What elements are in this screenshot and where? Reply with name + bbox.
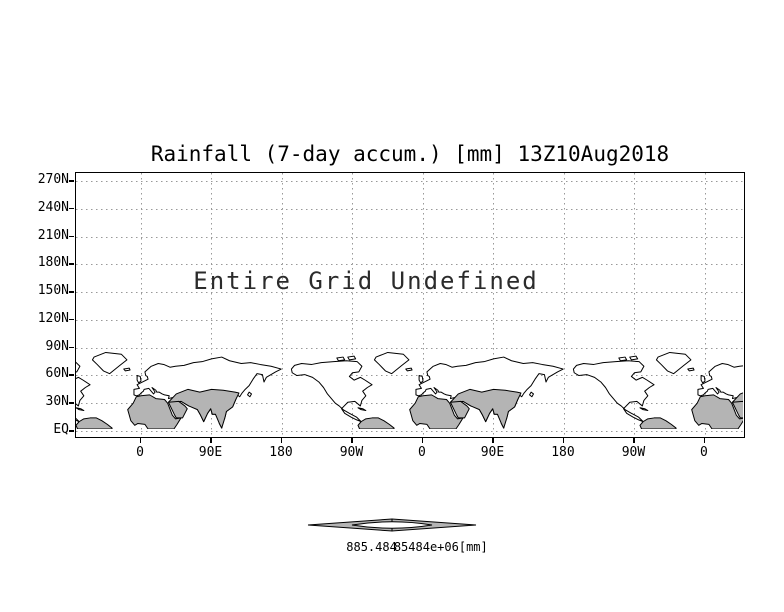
horizontal-gridline	[76, 292, 744, 294]
world-map-copy	[687, 351, 743, 429]
x-tick-label: 90W	[621, 445, 646, 460]
y-tick-mark	[69, 235, 74, 238]
x-tick-mark	[210, 438, 212, 443]
y-tick-mark	[69, 346, 74, 349]
vertical-gridline	[281, 173, 283, 437]
vertical-gridline	[634, 173, 636, 437]
undefined-grid-annotation: Entire Grid Undefined	[193, 267, 539, 295]
colorbar-right-label: 85484e+06	[393, 540, 459, 554]
horizontal-gridline	[76, 431, 744, 432]
horizontal-gridline	[76, 208, 744, 210]
y-tick-mark	[69, 207, 74, 210]
chart-title: Rainfall (7-day accum.) [mm] 13Z10Aug201…	[150, 142, 670, 166]
x-tick-mark	[139, 438, 142, 443]
x-tick-label: 90E	[198, 445, 223, 460]
y-tick-label: 180N	[37, 255, 69, 271]
x-tick-mark	[492, 438, 494, 443]
y-tick-mark	[69, 263, 74, 265]
horizontal-gridline	[76, 403, 744, 405]
vertical-gridline	[211, 173, 213, 437]
x-tick-label: 0	[700, 445, 708, 460]
colorbar	[307, 518, 477, 532]
y-tick-mark	[69, 374, 74, 376]
y-tick-mark	[69, 430, 74, 432]
y-tick-mark	[69, 318, 74, 321]
x-tick-label: 0	[418, 445, 426, 460]
plot-area: Entire Grid Undefined	[75, 172, 745, 438]
x-tick-mark	[280, 438, 283, 443]
x-tick-label: 0	[136, 445, 144, 460]
y-tick-label: 240N	[37, 199, 69, 215]
world-map-copy	[405, 351, 692, 429]
x-tick-mark	[421, 438, 424, 443]
colorbar-labels: 885.484 85484e+06 [mm]	[346, 540, 488, 554]
horizontal-gridline	[76, 236, 744, 238]
horizontal-gridline	[76, 181, 744, 182]
colorbar-unit-label: [mm]	[458, 540, 488, 554]
world-map-copy	[76, 351, 128, 429]
vertical-gridline	[140, 173, 142, 437]
x-tick-label: 180	[269, 445, 293, 460]
horizontal-gridline	[76, 319, 744, 321]
y-tick-mark	[69, 402, 74, 404]
horizontal-gridline	[76, 347, 744, 349]
y-tick-label: EQ	[53, 422, 69, 437]
colorbar-left-label: 885.484	[346, 540, 397, 554]
y-tick-mark	[69, 291, 74, 293]
world-map	[76, 351, 743, 429]
y-tick-label: 210N	[37, 227, 69, 243]
y-tick-label: 150N	[37, 283, 69, 299]
y-tick-label: 120N	[37, 310, 69, 326]
y-tick-label: 270N	[37, 172, 69, 187]
y-tick-label: 90N	[45, 338, 69, 354]
y-tick-label: 30N	[45, 394, 69, 410]
y-tick-label: 60N	[45, 366, 69, 382]
x-tick-label: 180	[551, 445, 575, 460]
x-tick-label: 90E	[480, 445, 505, 460]
world-map-copy	[123, 351, 410, 429]
colorbar-center-lens	[351, 521, 433, 529]
x-tick-mark	[562, 438, 565, 443]
x-tick-mark	[351, 438, 353, 443]
vertical-gridline	[422, 173, 424, 437]
horizontal-gridline	[76, 264, 744, 266]
vertical-gridline	[704, 173, 706, 437]
y-tick-mark	[69, 180, 74, 182]
vertical-gridline	[563, 173, 565, 437]
vertical-gridline	[493, 173, 495, 437]
horizontal-gridline	[76, 375, 744, 377]
x-tick-mark	[633, 438, 635, 443]
x-tick-mark	[703, 438, 706, 443]
x-tick-label: 90W	[339, 445, 364, 460]
vertical-gridline	[352, 173, 354, 437]
